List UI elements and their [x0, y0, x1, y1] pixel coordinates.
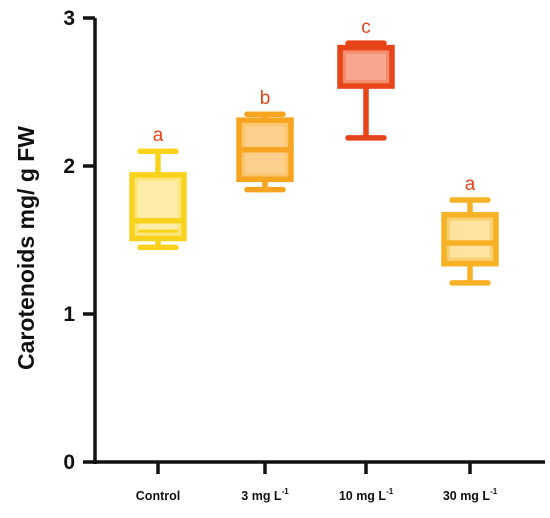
y-tick-label-3: 3 — [63, 7, 75, 30]
y-axis-label: Carotenoids mg/ g FW — [13, 126, 39, 370]
boxes: a b c a — [129, 17, 499, 286]
y-tick-label-2: 2 — [63, 155, 75, 178]
box-2: c — [337, 17, 395, 141]
box-2-inner — [346, 53, 386, 81]
box-1-letter: b — [260, 88, 271, 109]
x-tick-label-3: 30 mg L-1 — [443, 487, 498, 503]
x-tick-label-2: 10 mg L-1 — [339, 487, 394, 503]
box-2-letter: c — [361, 17, 371, 38]
box-0-letter: a — [153, 125, 164, 146]
y-tick-label-1: 1 — [63, 303, 75, 326]
box-0: a — [129, 125, 187, 251]
axes: 0 1 2 3 Control 3 mg L-1 10 mg L-1 30 mg L-1 — [63, 7, 545, 503]
box-1: b — [236, 88, 294, 193]
x-tick-label-1: 3 mg L-1 — [241, 487, 289, 503]
box-0-inner — [138, 180, 178, 233]
x-tick-label-0: Control — [136, 489, 180, 503]
box-3-inner — [450, 220, 490, 258]
box-3-letter: a — [465, 174, 476, 195]
box-3: a — [441, 174, 499, 286]
y-tick-label-0: 0 — [63, 451, 75, 474]
